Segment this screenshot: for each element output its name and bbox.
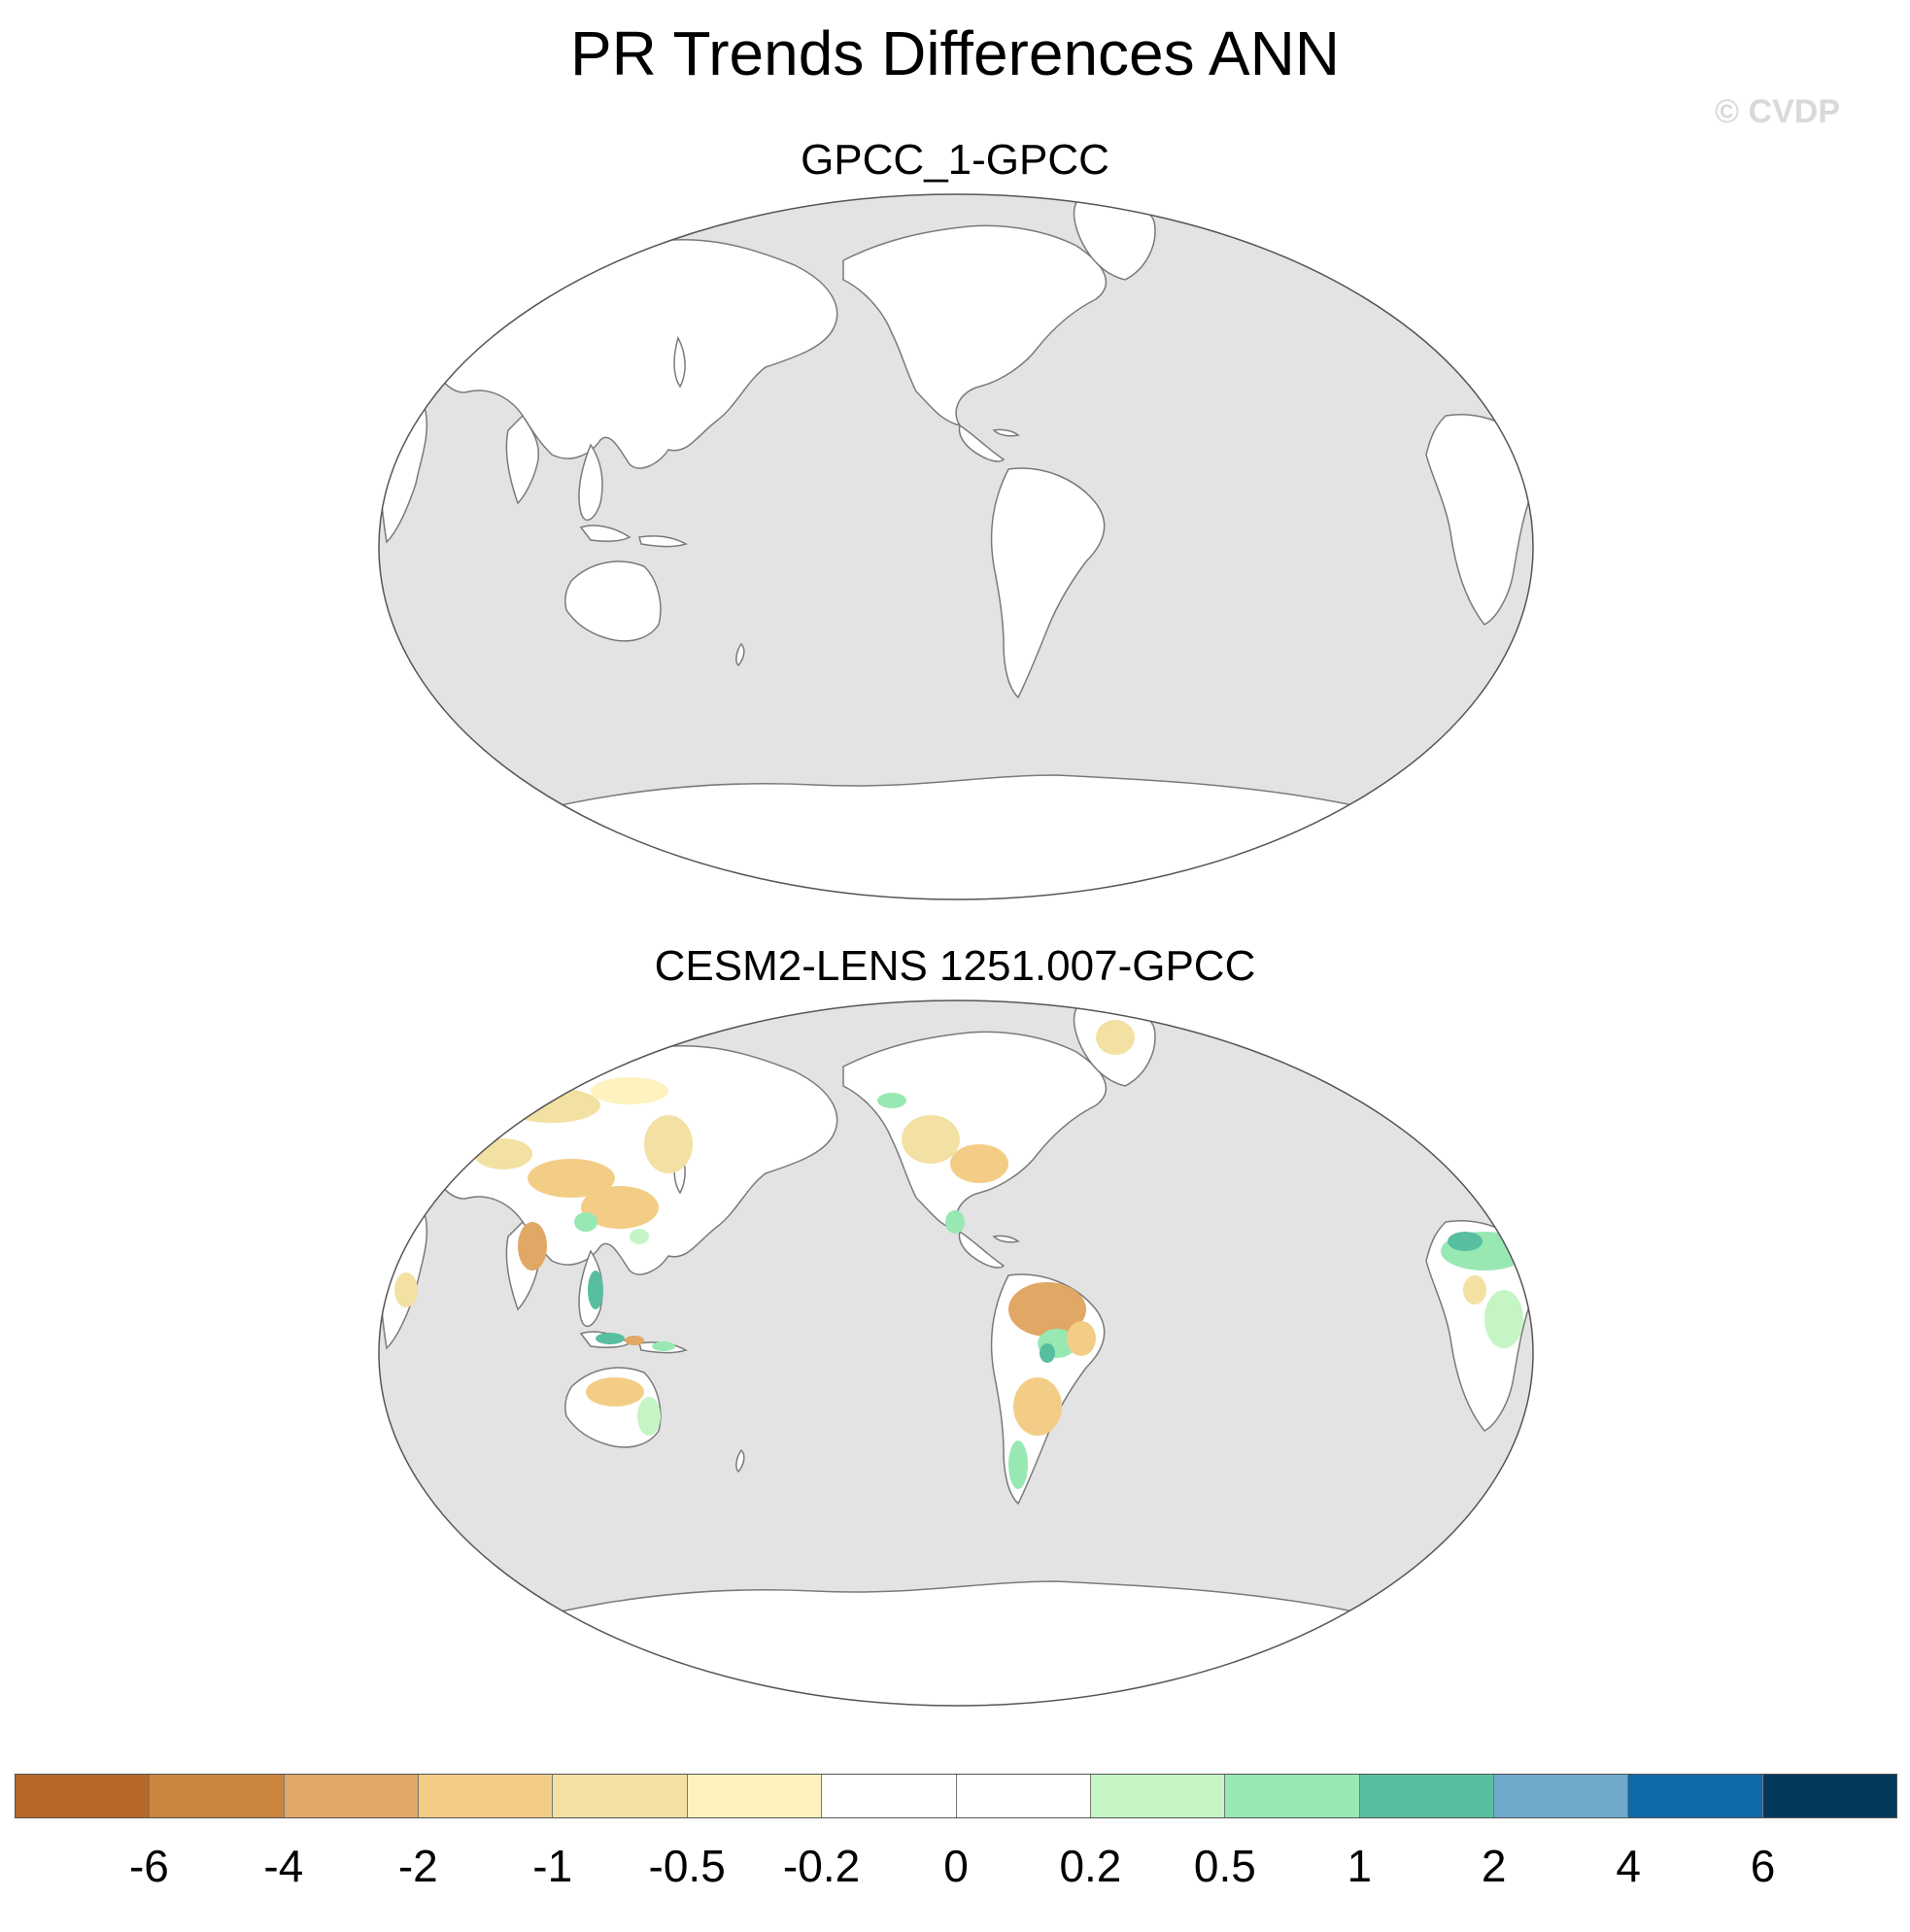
- colorbar-swatch-10: [1359, 1775, 1494, 1817]
- colorbar-swatch-1: [150, 1775, 285, 1817]
- patch-wet: [1448, 1232, 1483, 1251]
- colorbar-swatch-5: [687, 1775, 823, 1817]
- colorbar-swatch-4: [553, 1775, 688, 1817]
- patch-dry: [902, 1115, 960, 1164]
- patch-wet: [574, 1212, 597, 1232]
- patch-dry: [528, 1159, 615, 1198]
- land-north-america: [842, 224, 1107, 427]
- land-caribbean: [992, 428, 1020, 437]
- patch-dry: [394, 1272, 418, 1307]
- patch-dry: [503, 1088, 600, 1123]
- colorbar-swatch-6: [822, 1775, 957, 1817]
- patch-wet: [1008, 1441, 1028, 1489]
- land-antarctica: [522, 774, 1399, 899]
- patch-wet: [945, 1210, 965, 1234]
- patch-dry: [1463, 1275, 1486, 1305]
- land-antarctica: [522, 1580, 1399, 1706]
- colorbar-tick-label: -6: [128, 1841, 169, 1891]
- colorbar-swatch-3: [419, 1775, 554, 1817]
- patch-dry: [591, 1077, 668, 1104]
- colorbar-tick-label: -4: [263, 1841, 304, 1891]
- patch-dry: [586, 1377, 644, 1407]
- patch-dry: [625, 1336, 644, 1345]
- land-central-america: [958, 1230, 1006, 1269]
- colorbar-swatch-11: [1493, 1775, 1629, 1817]
- colorbar-tick-label: 0.2: [1059, 1841, 1122, 1891]
- land-new-zealand: [735, 642, 745, 667]
- patch-wet: [630, 1229, 649, 1244]
- patch-wet: [1484, 1290, 1523, 1348]
- patch-wet: [637, 1397, 661, 1436]
- patch-wet: [877, 1093, 906, 1108]
- panel-1-title: GPCC_1-GPCC: [801, 136, 1109, 184]
- colorbar-tick-label: -0.2: [782, 1841, 861, 1891]
- colorbar-tick-label: 0: [943, 1841, 969, 1891]
- colorbar-swatch-8: [1090, 1775, 1226, 1817]
- patch-wet: [588, 1271, 603, 1309]
- land-japan: [673, 336, 686, 389]
- colorbar-swatch-0: [16, 1775, 151, 1817]
- map-panel-1: [378, 193, 1534, 900]
- patch-dry: [950, 1144, 1008, 1183]
- colorbar-tick-label: 0.5: [1193, 1841, 1256, 1891]
- cvdp-watermark: © CVDP: [1715, 93, 1840, 130]
- colorbar-tick-label: -1: [532, 1841, 573, 1891]
- colorbar-tick-label: 2: [1481, 1841, 1507, 1891]
- land-north-america: [842, 1031, 1107, 1234]
- patch-dry: [474, 1138, 532, 1169]
- colorbar: [15, 1774, 1897, 1818]
- patch-dry: [1431, 1103, 1480, 1127]
- land-caribbean: [992, 1235, 1020, 1243]
- patch-wet: [652, 1341, 675, 1351]
- patch-dry: [1013, 1377, 1062, 1436]
- colorbar-tick-label: 1: [1347, 1841, 1373, 1891]
- land-indonesia: [579, 525, 688, 548]
- land-se-asia: [578, 443, 603, 522]
- map-border: [378, 1000, 1534, 1707]
- map-border: [378, 193, 1534, 900]
- land-central-america: [958, 424, 1006, 462]
- colorbar-swatch-2: [284, 1775, 420, 1817]
- land-south-america: [990, 467, 1106, 699]
- patch-dry: [518, 1222, 547, 1271]
- colorbar-swatch-12: [1628, 1775, 1763, 1817]
- map-panel-2: [378, 1000, 1534, 1707]
- colorbar-swatch-13: [1762, 1775, 1897, 1817]
- patch-dry: [581, 1186, 659, 1229]
- colorbar-tick-label: 4: [1616, 1841, 1641, 1891]
- patch-wet: [596, 1333, 625, 1344]
- colorbar-swatch-9: [1225, 1775, 1360, 1817]
- land-new-zealand: [735, 1448, 745, 1474]
- colorbar-tick-label: 6: [1750, 1841, 1776, 1891]
- patch-dry: [1008, 1282, 1086, 1337]
- patch-dry: [1096, 1020, 1135, 1055]
- land-australia: [564, 560, 662, 642]
- patch-dry: [1385, 1062, 1428, 1091]
- figure-title: PR Trends Differences ANN: [569, 18, 1341, 88]
- panel-2-title: CESM2-LENS 1251.007-GPCC: [654, 942, 1256, 990]
- patch-dry: [644, 1115, 693, 1173]
- colorbar-swatch-7: [956, 1775, 1091, 1817]
- land-india: [505, 414, 539, 505]
- patch-wet: [1040, 1343, 1055, 1363]
- colorbar-tick-label: -0.5: [648, 1841, 726, 1891]
- colorbar-tick-label: -2: [397, 1841, 438, 1891]
- patch-dry: [1067, 1321, 1096, 1356]
